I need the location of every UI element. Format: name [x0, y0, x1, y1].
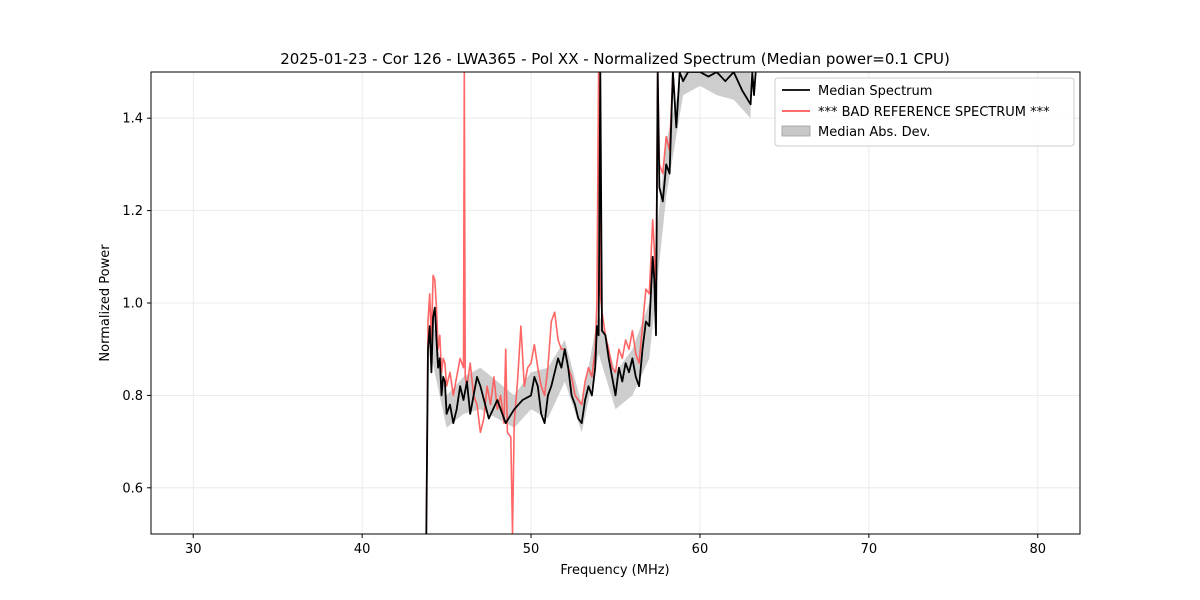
series-lines	[425, 72, 757, 534]
median-spectrum-line	[425, 72, 757, 534]
legend-box	[774, 77, 1075, 147]
reference-spectrum-line	[425, 72, 676, 534]
y-tick-label: 0.6	[122, 481, 143, 496]
chart-title: 2025-01-23 - Cor 126 - LWA365 - Pol XX -…	[280, 50, 950, 68]
y-tick-label: 1.2	[122, 204, 143, 219]
legend-label-reference: *** BAD REFERENCE SPECTRUM ***	[818, 105, 1050, 120]
x-tick-label: 60	[692, 542, 709, 557]
x-tick-label: 30	[185, 542, 202, 557]
legend-swatch-mad	[781, 125, 811, 137]
y-tick-label: 1.0	[122, 297, 143, 312]
y-axis: 0.6 0.8 1.0 1.2 1.4	[122, 112, 151, 496]
y-tick-label: 0.8	[122, 389, 143, 404]
x-axis-label: Frequency (MHz)	[560, 563, 669, 578]
legend-label-mad: Median Abs. Dev.	[818, 125, 930, 140]
legend-label-median: Median Spectrum	[818, 84, 932, 99]
x-tick-label: 70	[861, 542, 878, 557]
x-tick-label: 50	[523, 542, 540, 557]
x-tick-label: 80	[1029, 542, 1046, 557]
legend: Median Spectrum *** BAD REFERENCE SPECTR…	[774, 77, 1075, 147]
y-axis-label: Normalized Power	[98, 244, 113, 362]
x-axis: 30 40 50 60 70 80	[185, 534, 1046, 557]
x-tick-label: 40	[354, 542, 371, 557]
y-tick-label: 1.4	[122, 112, 143, 127]
